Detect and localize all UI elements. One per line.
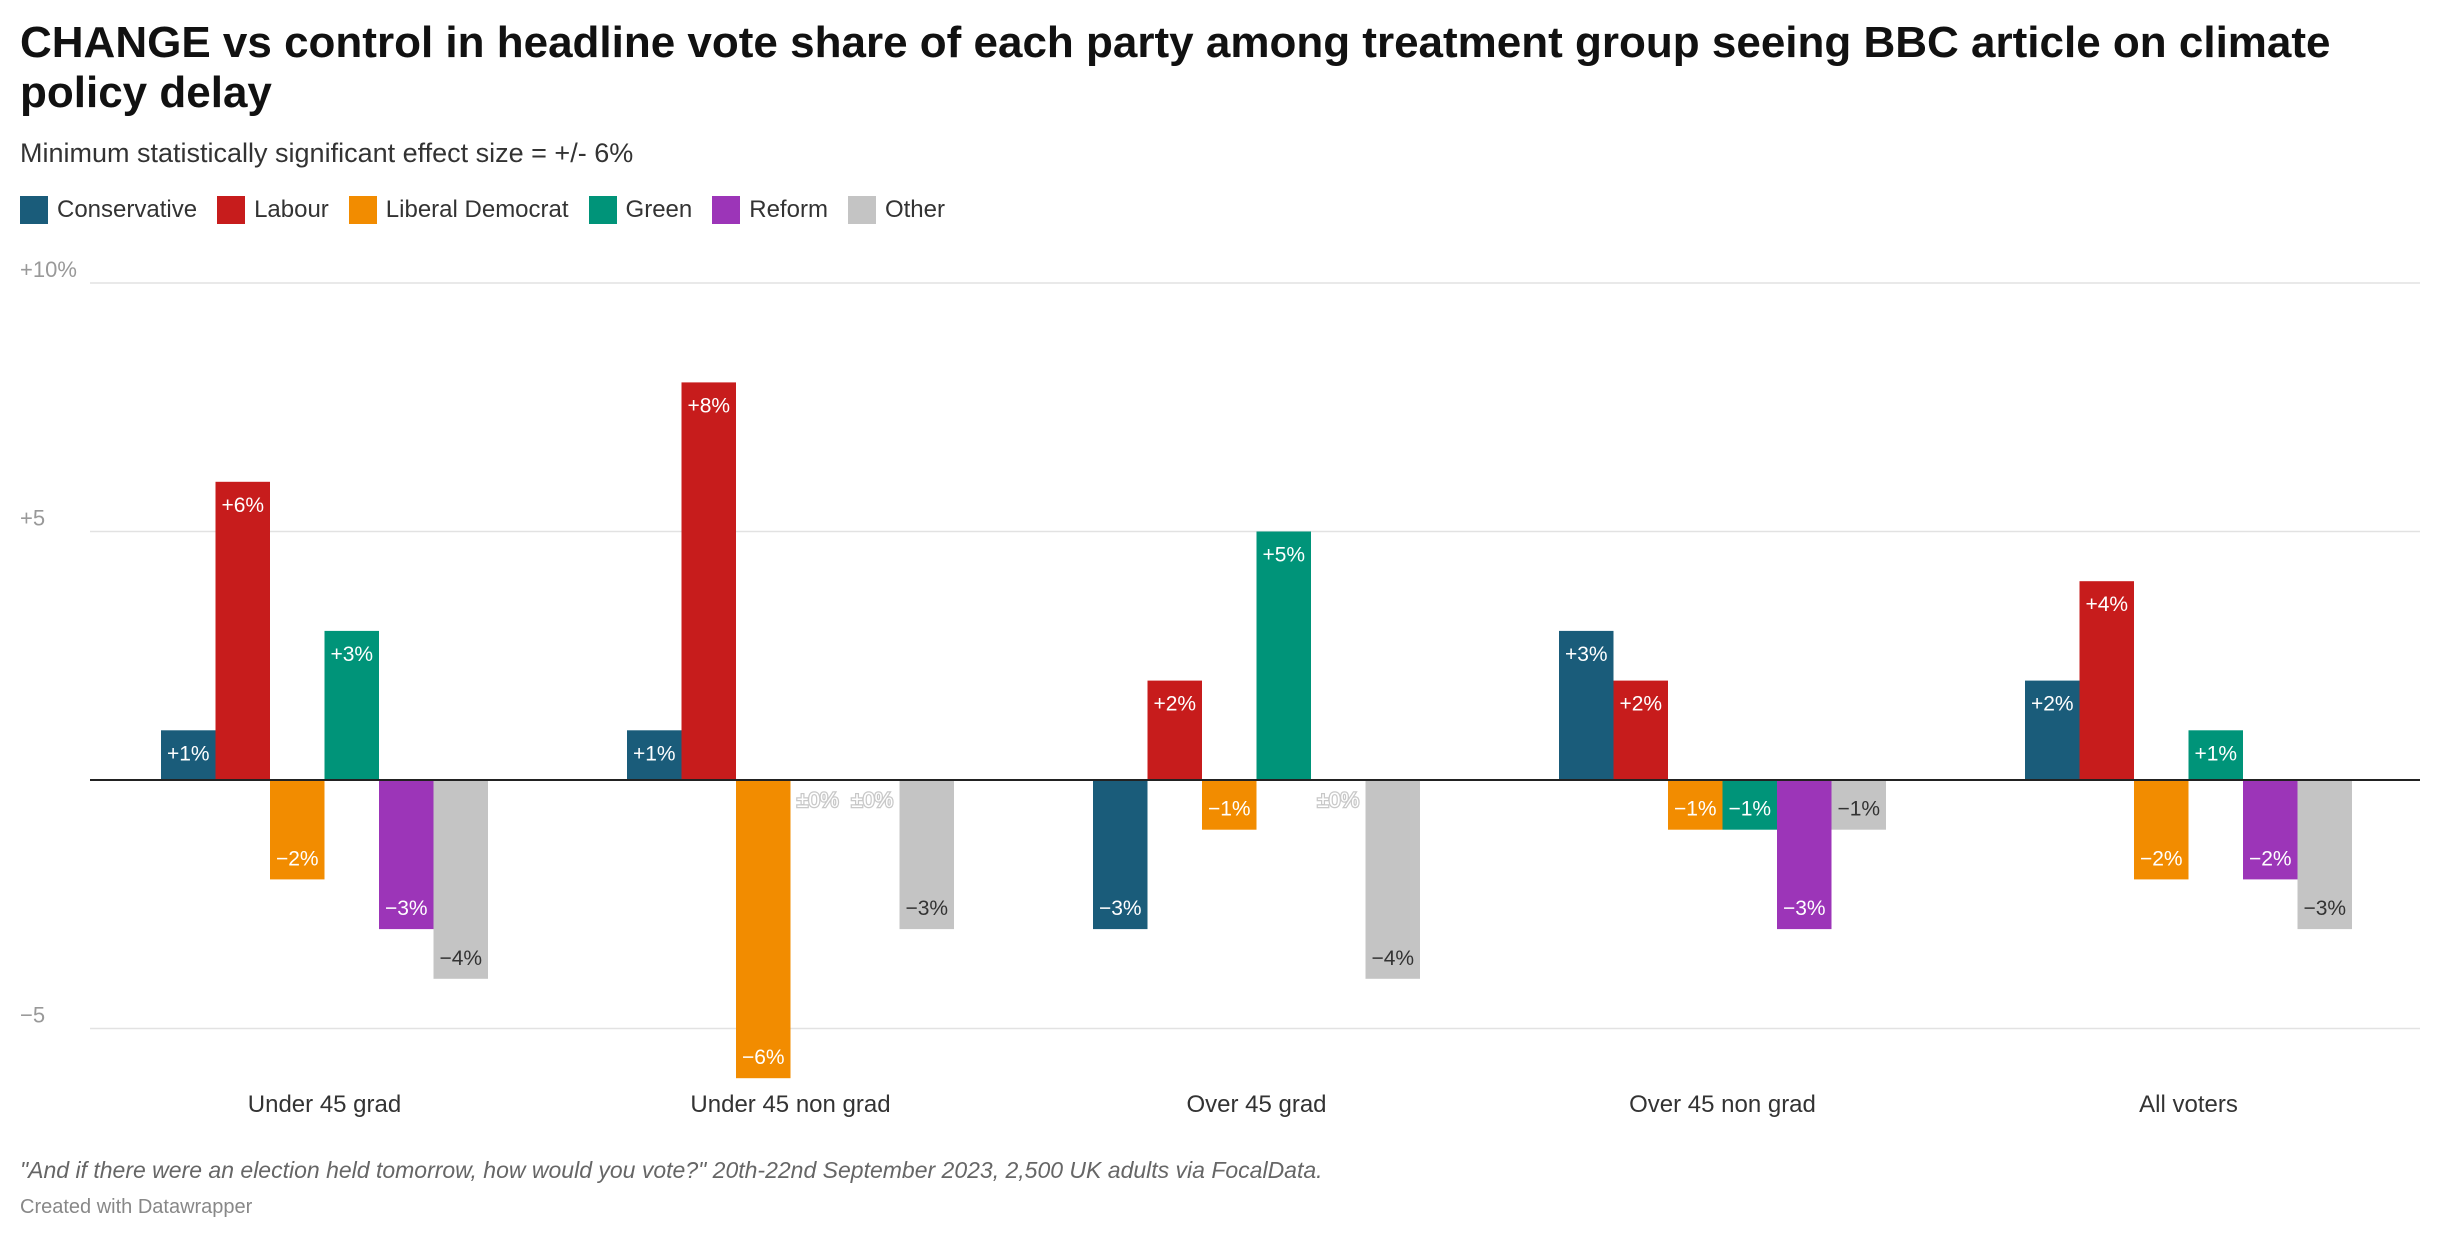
legend-label: Labour — [254, 196, 329, 223]
data-label: +1% — [2194, 742, 2237, 765]
bar-green-all-voters — [2188, 730, 2243, 780]
category-label-under-45-grad: Under 45 grad — [248, 1091, 401, 1118]
legend-swatch — [348, 196, 377, 224]
bar-conservative-over-45-non-grad — [1559, 630, 1614, 780]
bars — [161, 382, 2352, 1079]
data-label: +2% — [1619, 693, 1662, 716]
bar-labour-under-45-non-grad — [681, 382, 736, 780]
data-label: −1% — [1837, 798, 1880, 821]
legend-item-labour: Labour — [217, 196, 329, 224]
bar-conservative-all-voters — [2025, 680, 2080, 780]
legend-label: Conservative — [57, 196, 198, 223]
bar-other-under-45-grad — [433, 780, 488, 979]
data-label: +2% — [1153, 693, 1196, 716]
data-label: +8% — [687, 394, 730, 417]
bar-other-over-45-grad — [1365, 780, 1420, 979]
legend-item-conservative: Conservative — [20, 196, 197, 224]
data-label: −1% — [1728, 798, 1771, 821]
credit-line[interactable]: Created with Datawrapper — [20, 1196, 253, 1218]
legend-swatch — [217, 196, 246, 224]
data-label: −3% — [905, 897, 948, 920]
bar-labour-all-voters — [2079, 581, 2134, 780]
legend-swatch — [847, 196, 876, 224]
x-axis-labels: Under 45 grad Under 45 non grad Over 45 gr… — [248, 1091, 2238, 1118]
bar-liberal-democrat-all-voters — [2134, 780, 2189, 880]
bar-liberal-democrat-under-45-non-grad — [736, 780, 791, 1079]
bar-conservative-over-45-grad — [1093, 780, 1148, 930]
bar-other-all-voters — [2297, 780, 2352, 930]
data-label: ±0% — [1317, 789, 1359, 812]
legend-swatch — [712, 196, 741, 224]
data-labels: +1% +6% −2% +3% −3% −4% +1% +8% −6% ±0% ±0% −3% −3% +… — [167, 394, 2346, 1069]
y-tick-label: +10% — [20, 260, 77, 282]
category-label-all-voters: All voters — [2139, 1091, 2238, 1118]
data-label: +3% — [330, 643, 373, 666]
legend-swatch — [588, 196, 617, 224]
data-label: −1% — [1674, 798, 1717, 821]
y-tick-label: +5 — [20, 506, 45, 531]
bar-other-under-45-non-grad — [899, 780, 954, 930]
data-label: ±0% — [851, 789, 893, 812]
data-label: −2% — [2140, 847, 2183, 870]
legend-item-reform: Reform — [712, 196, 828, 224]
bar-conservative-under-45-non-grad — [627, 730, 682, 780]
data-label: −3% — [2303, 897, 2346, 920]
chart-title: CHANGE vs control in headline vote share… — [20, 18, 2331, 117]
legend-item-green: Green — [588, 196, 693, 224]
data-label: −3% — [1783, 897, 1826, 920]
data-label: −2% — [2249, 847, 2292, 870]
legend: Conservative Labour Liberal Democrat Green R… — [20, 196, 965, 224]
bar-labour-under-45-grad — [215, 481, 270, 780]
bar-liberal-democrat-over-45-grad — [1202, 780, 1257, 830]
y-tick-label: −5 — [20, 1003, 45, 1028]
data-label: ±0% — [797, 789, 839, 812]
legend-item-liberal-democrat: Liberal Democrat — [348, 196, 569, 224]
bar-conservative-under-45-grad — [161, 730, 216, 780]
bar-green-under-45-grad — [324, 630, 379, 780]
legend-label: Other — [884, 196, 945, 223]
bar-chart: +10% +5 −5 +1% +6% −2% +3% −3% −4% +1% +8% −6% ±0% ±… — [20, 260, 2420, 1118]
data-label: +3% — [1565, 643, 1608, 666]
data-label: −3% — [385, 897, 428, 920]
data-label: +6% — [221, 494, 264, 517]
bar-labour-over-45-grad — [1147, 680, 1202, 780]
data-label: −6% — [742, 1046, 785, 1069]
bar-reform-over-45-non-grad — [1777, 780, 1832, 930]
bar-liberal-democrat-over-45-non-grad — [1668, 780, 1723, 830]
legend-item-other: Other — [847, 196, 945, 224]
bar-labour-over-45-non-grad — [1613, 680, 1668, 780]
legend-label: Liberal Democrat — [385, 196, 569, 223]
data-label: +4% — [2085, 593, 2128, 616]
data-label: −2% — [276, 847, 319, 870]
legend-label: Green — [625, 196, 693, 223]
data-label: +1% — [167, 742, 210, 765]
bar-green-over-45-grad — [1256, 531, 1311, 780]
bar-reform-all-voters — [2243, 780, 2298, 880]
category-label-under-45-non-grad: Under 45 non grad — [690, 1091, 890, 1118]
bar-reform-under-45-grad — [379, 780, 434, 930]
data-label: +2% — [2031, 693, 2074, 716]
legend-label: Reform — [749, 196, 828, 223]
data-label: −1% — [1208, 798, 1251, 821]
data-label: −3% — [1099, 897, 1142, 920]
category-label-over-45-non-grad: Over 45 non grad — [1629, 1091, 1816, 1118]
bar-liberal-democrat-under-45-grad — [270, 780, 325, 880]
data-label: −4% — [439, 947, 482, 970]
data-label: +1% — [633, 742, 676, 765]
data-label: −4% — [1371, 947, 1414, 970]
source-note: "And if there were an election held tomo… — [20, 1157, 1323, 1183]
bar-other-over-45-non-grad — [1831, 780, 1886, 830]
data-label: +5% — [1262, 544, 1305, 567]
bar-green-over-45-non-grad — [1722, 780, 1777, 830]
gridlines: +10% +5 −5 — [20, 260, 2420, 1030]
legend-swatch — [20, 196, 48, 224]
category-label-over-45-grad: Over 45 grad — [1186, 1091, 1326, 1118]
chart-subtitle: Minimum statistically significant effect… — [20, 138, 634, 168]
